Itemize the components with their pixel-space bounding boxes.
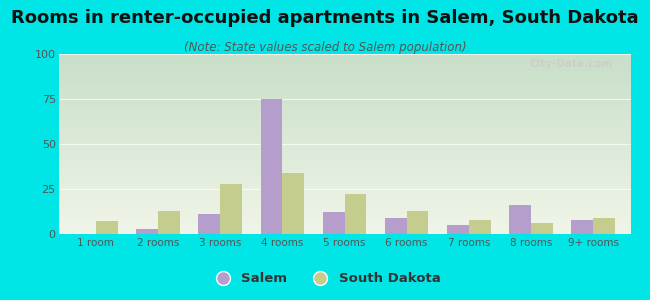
Bar <box>385 218 407 234</box>
Bar <box>447 225 469 234</box>
Bar <box>282 173 304 234</box>
Bar <box>593 218 615 234</box>
Text: (Note: State values scaled to Salem population): (Note: State values scaled to Salem popu… <box>184 40 466 53</box>
Bar <box>344 194 366 234</box>
Bar <box>261 99 282 234</box>
Bar <box>220 184 242 234</box>
Bar <box>531 223 552 234</box>
Text: City-Data.com: City-Data.com <box>530 59 614 69</box>
Bar <box>571 220 593 234</box>
Bar <box>158 211 180 234</box>
Legend: Salem, South Dakota: Salem, South Dakota <box>204 267 446 290</box>
Bar <box>469 220 491 234</box>
Bar <box>323 212 345 234</box>
Bar <box>198 214 220 234</box>
Text: Rooms in renter-occupied apartments in Salem, South Dakota: Rooms in renter-occupied apartments in S… <box>11 9 639 27</box>
Bar <box>136 229 158 234</box>
Bar <box>96 221 118 234</box>
Bar <box>407 211 428 234</box>
Bar <box>509 205 531 234</box>
